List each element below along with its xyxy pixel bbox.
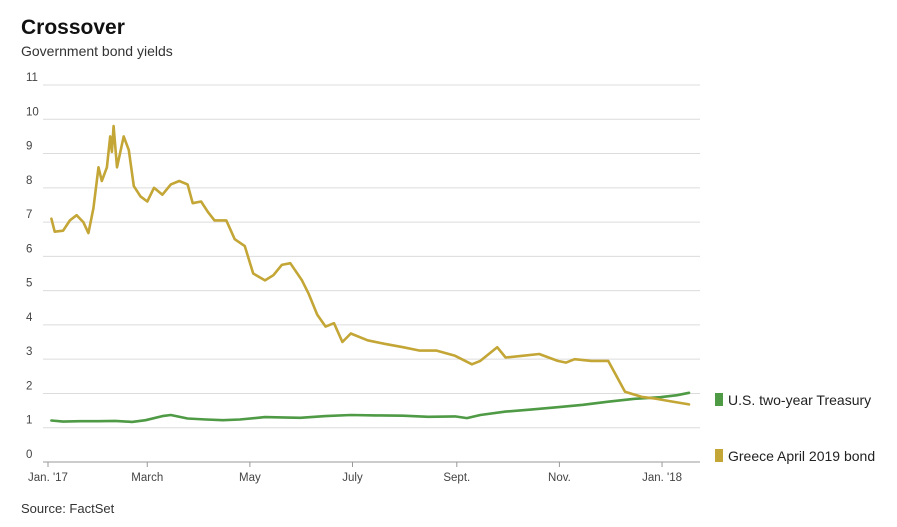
- y-tick-label: 2: [26, 380, 32, 392]
- x-tick-label: Jan. '18: [642, 472, 682, 484]
- x-axis-ticks: Jan. '17 March May July Sept. Nov. Jan. '18: [28, 462, 682, 484]
- legend-swatch: [715, 449, 723, 462]
- y-tick-label: 5: [26, 278, 32, 290]
- x-tick-label: Sept.: [443, 472, 470, 484]
- grid-lines: [43, 84, 700, 463]
- y-tick-label: 4: [26, 312, 33, 324]
- greece-bond-line: [50, 124, 691, 406]
- x-tick-label: July: [342, 472, 363, 484]
- legend: U.S. two-year Treasury Greece April 2019 …: [715, 392, 875, 464]
- source-note: Source: FactSet: [21, 501, 115, 516]
- y-tick-label: 1: [26, 415, 32, 427]
- legend-label: Greece April 2019 bond: [728, 448, 875, 464]
- x-tick-label: March: [131, 472, 163, 484]
- y-tick-label: 11: [26, 72, 38, 84]
- x-tick-label: Jan. '17: [28, 472, 68, 484]
- x-tick-label: May: [239, 472, 261, 484]
- y-tick-label: 3: [26, 346, 32, 358]
- y-tick-label: 9: [26, 141, 32, 153]
- x-tick-label: Nov.: [548, 472, 571, 484]
- chart-subtitle: Government bond yields: [21, 43, 173, 59]
- y-tick-label: 10: [26, 106, 39, 118]
- y-tick-label: 8: [26, 175, 32, 187]
- legend-swatch: [715, 393, 723, 406]
- y-tick-label: 6: [26, 243, 32, 255]
- series-lines: [50, 124, 691, 424]
- us-treasury-line: [50, 391, 691, 424]
- legend-label: U.S. two-year Treasury: [728, 392, 871, 408]
- y-tick-label: 7: [26, 209, 32, 221]
- y-tick-label: 0: [26, 449, 32, 461]
- y-axis-ticks: 0 1 2 3 4 5 6 7 8 9 10 11: [26, 72, 39, 461]
- chart-title: Crossover: [21, 16, 125, 39]
